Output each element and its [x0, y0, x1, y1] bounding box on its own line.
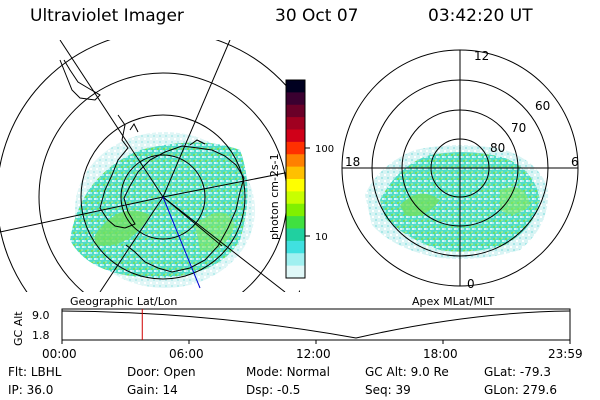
time-label: 03:42:20 UT: [428, 6, 533, 26]
colorbar-segment: [286, 154, 305, 168]
date-label: 30 Oct 07: [275, 6, 359, 26]
mlt-label-0: 0: [467, 277, 475, 291]
timeline-frame: [61, 308, 571, 341]
timeline-ytick-top: 9.0: [32, 309, 50, 322]
info-flt: Flt: LBHL: [8, 365, 62, 379]
colorbar-segment: [286, 240, 305, 254]
mlt-label-12: 12: [474, 49, 489, 63]
colorbar-label-100: 100: [315, 144, 334, 155]
info-gc-alt: GC Alt: 9.0 Re: [365, 365, 449, 379]
geographic-map: [0, 40, 300, 292]
altitude-curve: [61, 310, 571, 339]
mlt-label-6: 6: [571, 155, 579, 169]
colorbar-segment: [286, 92, 305, 106]
timeline-axis-label: GC Alt: [12, 311, 25, 346]
info-gain: Gain: 14: [127, 383, 178, 397]
left-aurora-image: [70, 132, 255, 288]
timeline-ytick-bottom: 1.8: [32, 329, 50, 342]
info-door: Door: Open: [127, 365, 196, 379]
mlat-label-70: 70: [511, 121, 526, 135]
info-dsp: Dsp: -0.5: [246, 383, 301, 397]
colorbar: [285, 79, 306, 279]
colorbar-label-10: 10: [315, 232, 328, 243]
info-glat: GLat: -79.3: [484, 365, 551, 379]
colorbar-segment: [286, 166, 305, 180]
timeline-xtick: 00:00: [42, 347, 77, 361]
mlt-label-18: 18: [345, 155, 360, 169]
colorbar-segment: [286, 104, 305, 118]
mlat-label-60: 60: [535, 99, 550, 113]
left-map-label: Geographic Lat/Lon: [70, 295, 177, 308]
colorbar-units: photon cm-2s-1: [268, 153, 281, 240]
colorbar-segment: [286, 216, 305, 229]
timeline-xtick: 23:59: [548, 347, 583, 361]
colorbar-segment: [286, 129, 305, 143]
app-title: Ultraviolet Imager: [30, 6, 184, 26]
coastlines: [59, 59, 245, 273]
lon-lines-left: [0, 40, 300, 292]
altitude-timeline: [61, 308, 571, 344]
right-map-label: Apex MLat/MLT: [412, 295, 495, 308]
timeline-xtick: 06:00: [169, 347, 204, 361]
info-ip: IP: 36.0: [8, 383, 54, 397]
inner-meridians: [162, 196, 223, 247]
colorbar-segment: [286, 228, 305, 242]
colorbar-segment: [286, 179, 305, 192]
colorbar-segment: [286, 253, 305, 267]
apex-polar-plot: [341, 49, 579, 287]
info-seq: Seq: 39: [365, 383, 411, 397]
timeline-xtick: 18:00: [423, 347, 458, 361]
colorbar-segment: [286, 80, 305, 93]
right-aurora-image: [365, 145, 549, 259]
colorbar-frame: [285, 79, 306, 279]
colorbar-segment: [286, 191, 305, 205]
colorbar-segment: [286, 203, 305, 217]
info-mode: Mode: Normal: [246, 365, 330, 379]
sun-direction-line: [162, 196, 201, 289]
colorbar-segment: [286, 265, 305, 279]
mlt-lines: [342, 50, 578, 286]
timeline-xtick: 12:00: [296, 347, 331, 361]
info-glon: GLon: 279.6: [484, 383, 557, 397]
mlat-label-80: 80: [490, 141, 505, 155]
colorbar-segment: [286, 117, 305, 130]
colorbar-segment: [286, 141, 305, 155]
